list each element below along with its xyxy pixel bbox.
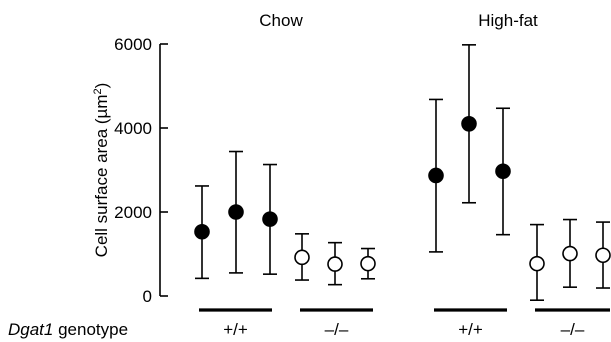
data-point-filled [428, 167, 444, 184]
group-label: +/+ [223, 320, 248, 339]
group-label: +/+ [458, 320, 483, 339]
group-label: –/– [561, 320, 585, 339]
y-axis-label: Cell surface area (µm2) [92, 83, 111, 258]
data-point-filled [262, 211, 278, 227]
panel-1 [428, 44, 611, 312]
labels: Cell surface area (µm2) Chow +/+ –/– High-fa… [8, 11, 585, 339]
data-point-open [294, 249, 310, 266]
plot-area [194, 44, 611, 312]
data-point-filled [495, 163, 511, 180]
data-point-open [562, 245, 578, 262]
data-point-open [327, 256, 343, 272]
y-tick-label: 4000 [114, 119, 152, 138]
y-tick-label: 0 [143, 287, 152, 306]
data-point-open [595, 247, 611, 264]
panel-title: Chow [259, 11, 303, 30]
data-point-filled [194, 223, 210, 240]
y-axis: 0 2000 4000 6000 [114, 35, 168, 306]
data-point-open [529, 255, 545, 272]
data-point-open [360, 255, 376, 272]
panel-0 [194, 150, 376, 312]
data-point-filled [461, 116, 477, 132]
panel-title: High-fat [478, 11, 538, 30]
x-axis-label: Dgat1 genotype [8, 320, 128, 339]
y-tick-label: 2000 [114, 203, 152, 222]
group-label: –/– [325, 320, 349, 339]
y-tick-label: 6000 [114, 35, 152, 54]
data-point-filled [228, 204, 244, 220]
